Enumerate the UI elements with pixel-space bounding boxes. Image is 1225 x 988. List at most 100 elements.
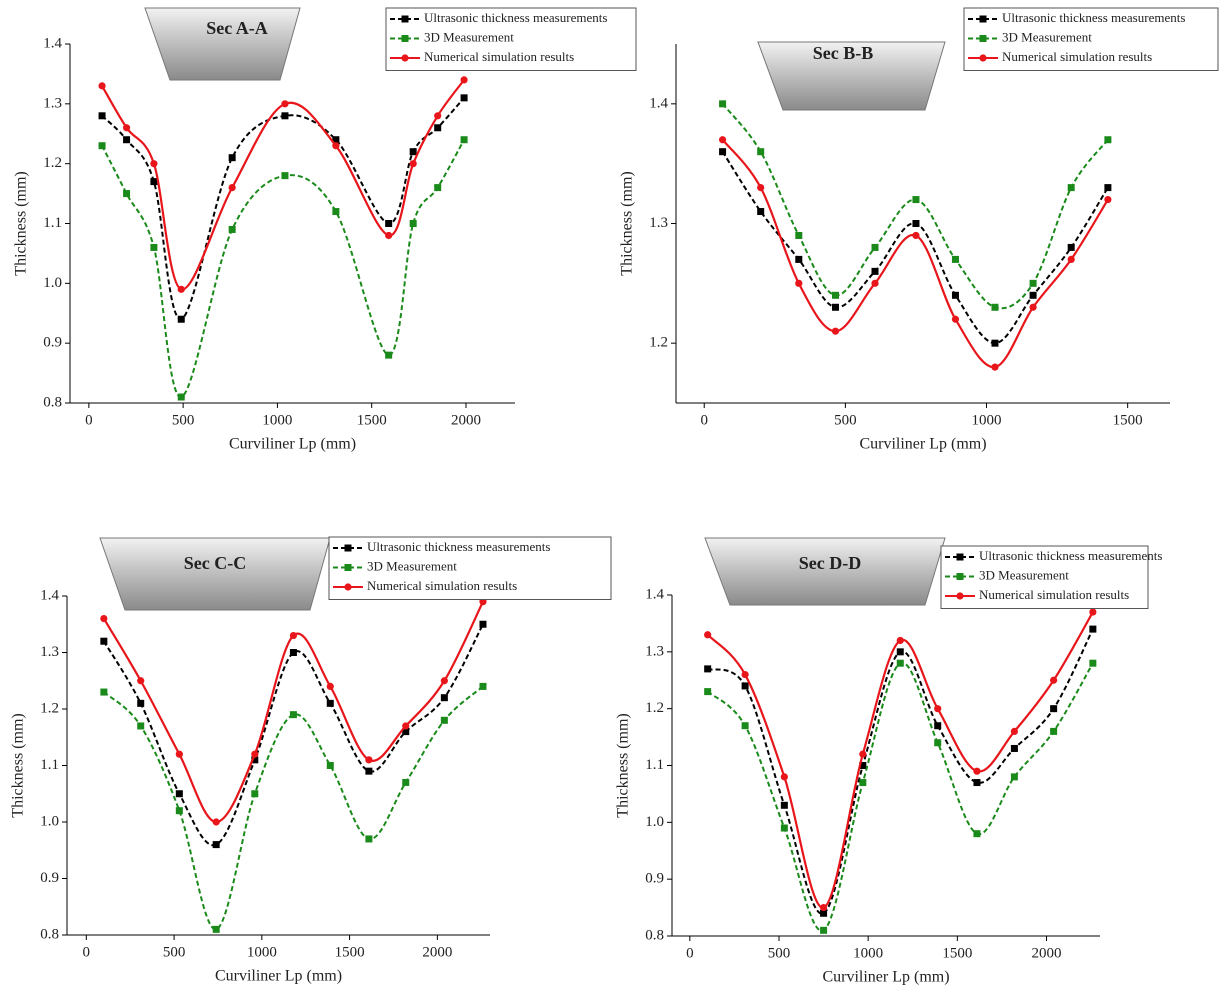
marker	[896, 648, 904, 656]
y-tick-label: 1.1	[43, 215, 62, 231]
section-image	[757, 41, 946, 111]
marker	[912, 220, 920, 227]
marker	[859, 779, 867, 787]
marker	[1067, 184, 1075, 192]
section-title: Sec D-D	[799, 553, 861, 573]
x-tick-label: 2000	[1032, 945, 1062, 961]
marker	[831, 327, 840, 335]
marker	[1029, 291, 1037, 299]
marker	[1050, 727, 1058, 735]
marker	[780, 773, 788, 781]
y-tick-label: 1.2	[43, 155, 62, 171]
marker	[137, 677, 145, 685]
marker	[402, 778, 410, 786]
marker	[859, 762, 867, 769]
marker	[332, 136, 340, 144]
marker	[1089, 625, 1097, 633]
marker	[479, 620, 487, 628]
marker	[365, 835, 373, 843]
marker	[820, 909, 828, 917]
marker	[289, 631, 298, 640]
marker	[228, 225, 236, 233]
marker	[100, 637, 108, 645]
marker	[228, 184, 236, 192]
marker	[991, 363, 999, 371]
x-tick-label: 1000	[853, 945, 883, 961]
marker	[177, 393, 185, 401]
marker	[281, 112, 289, 120]
marker	[719, 148, 727, 156]
section-title: Sec A-A	[206, 18, 268, 38]
x-tick-label: 500	[834, 412, 857, 428]
section-image	[144, 7, 301, 81]
marker	[704, 631, 712, 639]
legend-marker	[979, 35, 987, 42]
y-tick-label: 1.4	[40, 587, 59, 603]
marker	[1029, 303, 1037, 311]
series-line	[706, 611, 1094, 909]
y-tick-label: 1.3	[43, 95, 62, 111]
legend-label: Numerical simulation results	[367, 578, 517, 593]
y-tick-label: 1.2	[645, 700, 664, 716]
x-tick-label: 0	[85, 412, 93, 428]
marker	[819, 903, 828, 912]
y-tick-label: 1.2	[649, 335, 668, 351]
marker	[1010, 744, 1018, 752]
marker	[460, 136, 468, 144]
y-tick-label: 1.4	[649, 95, 668, 111]
marker	[365, 756, 373, 764]
marker	[1089, 608, 1097, 616]
legend-label: Ultrasonic thickness measurements	[367, 539, 550, 554]
marker	[402, 728, 410, 736]
y-tick-label: 1.0	[645, 814, 664, 830]
marker	[859, 750, 867, 758]
marker	[150, 178, 158, 186]
x-tick-label: 2000	[451, 412, 481, 428]
marker	[912, 196, 920, 204]
marker	[741, 670, 749, 679]
marker	[1050, 705, 1058, 713]
marker	[934, 705, 942, 713]
marker	[365, 767, 373, 775]
y-tick-label: 1.4	[645, 586, 664, 602]
y-tick-label: 1.4	[43, 35, 62, 51]
section-image	[99, 537, 331, 611]
series-line	[101, 97, 465, 321]
marker	[434, 112, 442, 120]
marker	[137, 699, 145, 707]
marker	[1104, 195, 1112, 204]
marker	[951, 291, 959, 299]
section-title: Sec C-C	[184, 553, 246, 573]
marker	[123, 136, 131, 144]
marker	[123, 190, 131, 198]
marker	[795, 231, 803, 239]
marker	[385, 351, 393, 359]
marker	[1089, 659, 1097, 667]
marker	[289, 649, 297, 656]
marker	[440, 694, 448, 702]
series-line	[102, 601, 484, 824]
marker	[479, 682, 487, 690]
marker	[137, 722, 145, 730]
y-tick-label: 1.3	[649, 215, 668, 231]
marker	[780, 801, 788, 809]
marker	[281, 172, 289, 180]
series-line	[102, 623, 484, 847]
x-axis-label: Curviliner Lp (mm)	[229, 436, 356, 453]
marker	[741, 722, 749, 730]
y-axis-label: Thickness (mm)	[13, 171, 30, 275]
x-tick-label: 500	[163, 944, 186, 960]
marker	[1029, 279, 1037, 287]
x-tick-label: 500	[768, 945, 791, 961]
legend-label: Ultrasonic thickness measurements	[979, 548, 1162, 563]
marker	[1104, 184, 1112, 192]
y-tick-label: 1.1	[645, 757, 664, 773]
legend-marker	[956, 553, 964, 561]
legend-label: 3D Measurement	[1002, 29, 1092, 44]
y-tick-label: 1.0	[43, 275, 62, 291]
marker	[718, 136, 727, 144]
marker	[871, 243, 879, 251]
marker	[871, 279, 879, 287]
series-line	[707, 628, 1094, 915]
x-tick-label: 1500	[942, 945, 972, 961]
